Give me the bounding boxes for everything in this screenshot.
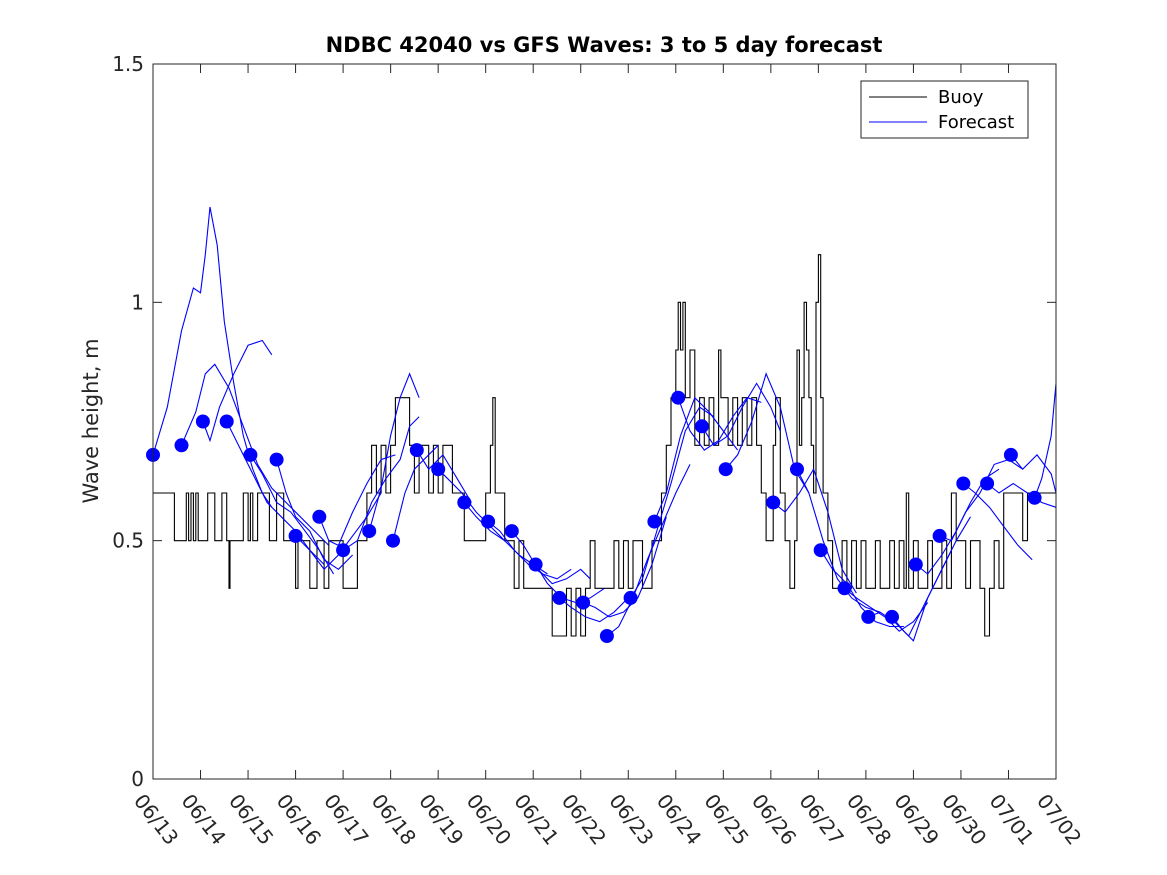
forecast-markers: [146, 390, 1042, 643]
forecast-point: [980, 476, 995, 491]
forecast-line: [653, 396, 739, 522]
forecast-line: [582, 516, 667, 618]
forecast-point: [576, 595, 591, 610]
forecast-line: [796, 468, 881, 613]
forecast-point: [671, 390, 686, 405]
forecast-point: [195, 414, 210, 429]
forecast-line: [606, 464, 691, 637]
forecast-line: [226, 421, 325, 565]
forecast-point: [885, 609, 899, 624]
axes-frame: [152, 63, 1057, 780]
forecast-line: [630, 406, 715, 599]
forecast-line: [416, 449, 472, 503]
forecast-point: [312, 509, 327, 524]
legend-box: [860, 80, 1029, 139]
forecast-point: [647, 514, 662, 529]
forecast-line: [368, 372, 420, 532]
plot-area: [153, 64, 1056, 779]
forecast-point: [694, 419, 709, 434]
forecast-line: [392, 444, 439, 541]
legend-label-buoy: Buoy: [938, 87, 984, 108]
forecast-point: [288, 528, 303, 543]
forecast-line: [342, 416, 420, 551]
forecast-point: [861, 609, 876, 624]
forecast-point: [481, 514, 496, 529]
forecast-point: [552, 590, 567, 605]
forecast-line: [276, 459, 353, 571]
y-tick-label: 1.5: [112, 52, 144, 76]
forecast-point: [837, 581, 852, 596]
forecast-point: [766, 495, 781, 510]
forecast-line: [677, 397, 762, 451]
forecast-point: [623, 590, 638, 605]
forecast-point: [431, 462, 446, 477]
forecast-line: [844, 587, 929, 632]
legend-label-forecast: Forecast: [938, 112, 1014, 133]
legend: Buoy Forecast: [860, 80, 1029, 139]
buoy-line: [153, 254, 1056, 637]
forecast-line: [701, 382, 781, 447]
y-axis: 0 0.5 1 1.5: [112, 52, 1056, 791]
forecast-point: [457, 495, 472, 510]
forecast-point: [718, 462, 733, 477]
forecast-point: [504, 524, 519, 539]
forecast-point: [409, 443, 424, 458]
forecast-line: [511, 530, 591, 585]
forecast-line: [986, 482, 1057, 508]
forecast-line: [1010, 454, 1057, 494]
forecast-point: [1003, 447, 1018, 462]
forecast-line: [559, 597, 629, 623]
forecast-point: [386, 533, 400, 548]
y-axis-label: Wave height, m: [79, 338, 103, 503]
forecast-line: [487, 521, 572, 580]
forecast-line: [535, 564, 605, 604]
forecast-point: [599, 629, 614, 643]
forecast-point: [336, 543, 351, 558]
forecast-point: [813, 543, 828, 558]
forecast-point: [1027, 490, 1042, 505]
forecast-point: [932, 528, 947, 543]
forecast-line: [891, 516, 971, 642]
y-tick-label: 0.5: [112, 529, 144, 553]
forecast-point: [219, 414, 234, 429]
chart-title: NDBC 42040 vs GFS Waves: 3 to 5 day fore…: [326, 33, 883, 57]
forecast-point: [243, 447, 258, 462]
forecast-series: [152, 206, 1057, 642]
buoy-series: [153, 254, 1056, 637]
forecast-line: [772, 467, 857, 594]
forecast-point: [956, 476, 971, 491]
forecast-point: [908, 557, 923, 572]
y-tick-label: 1: [131, 290, 144, 314]
y-tick-label: 0: [131, 767, 144, 791]
forecast-point: [528, 557, 543, 572]
forecast-line: [180, 363, 330, 546]
forecast-line: [318, 454, 396, 547]
forecast-point: [362, 524, 377, 539]
forecast-point: [790, 462, 804, 477]
forecast-line: [152, 206, 273, 508]
forecast-line: [962, 483, 1033, 561]
forecast-point: [269, 452, 284, 467]
forecast-line: [820, 549, 904, 628]
forecast-line: [1034, 383, 1057, 498]
forecast-line: [202, 339, 273, 443]
forecast-point: [174, 438, 189, 453]
